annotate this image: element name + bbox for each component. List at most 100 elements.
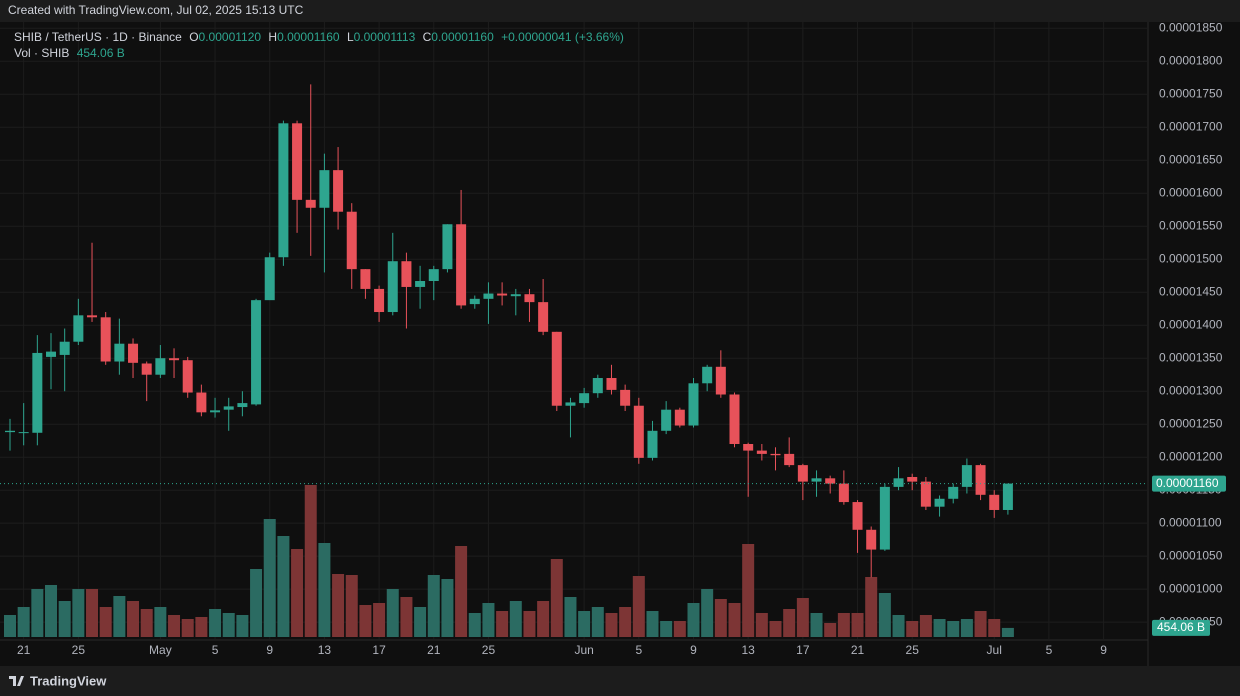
candle-body — [5, 430, 15, 433]
y-tick-label: 0.00001300 — [1159, 383, 1223, 397]
candle-body — [743, 443, 754, 451]
y-tick-label: 0.00001250 — [1159, 416, 1223, 430]
ohlc-key: H — [268, 30, 277, 44]
logo: TradingView — [9, 673, 107, 688]
candle-body — [647, 430, 658, 458]
y-tick-label: 0.00001800 — [1159, 53, 1223, 67]
candle-body — [948, 486, 959, 499]
volume-bar — [386, 589, 399, 637]
x-tick-label: 21 — [17, 643, 31, 657]
candle-body — [592, 378, 603, 394]
candle-body — [852, 502, 863, 530]
top-bar — [0, 0, 1240, 22]
candle-body — [784, 453, 795, 466]
volume-bar — [728, 603, 741, 637]
volume-bar — [509, 601, 522, 637]
candle-body — [920, 481, 931, 507]
volume-bar — [345, 575, 358, 637]
candle-body — [374, 288, 385, 313]
volume-bar — [468, 613, 481, 637]
volume-bar — [960, 619, 973, 637]
candle-body — [278, 123, 289, 258]
y-tick-label: 0.00001600 — [1159, 185, 1223, 199]
volume-bar — [810, 613, 823, 637]
volume-bar — [496, 611, 509, 637]
volume-bar — [523, 611, 536, 637]
candle-body — [893, 478, 904, 487]
volume-bar — [755, 613, 768, 637]
x-tick-label: 5 — [635, 643, 642, 657]
ohlc-key: C — [423, 30, 432, 44]
candle-body — [989, 494, 1000, 510]
volume-bar — [195, 617, 208, 637]
ohlc-value: 0.00001160 — [431, 30, 494, 44]
x-tick-label: 5 — [212, 643, 219, 657]
volume-bar — [783, 609, 796, 637]
candle-body — [114, 343, 125, 362]
x-tick-label: 25 — [72, 643, 86, 657]
y-tick-label: 0.00001550 — [1159, 218, 1223, 232]
y-tick-label: 0.00001100 — [1159, 515, 1222, 529]
candle-body — [292, 123, 303, 200]
volume-bar — [646, 611, 659, 637]
volume-bar — [714, 599, 727, 637]
candle-body — [415, 281, 426, 287]
created-note: Created with TradingView.com, Jul 02, 20… — [8, 3, 304, 17]
volume-bar — [318, 543, 331, 637]
candle-body — [210, 410, 221, 413]
x-tick-label: 9 — [1100, 643, 1107, 657]
candle-body — [169, 358, 180, 361]
volume-bar — [400, 597, 413, 637]
candle-body — [811, 478, 822, 482]
candle-body — [620, 389, 631, 406]
candle-body — [264, 257, 275, 301]
volume-bar — [851, 613, 864, 637]
ohlc-value: 0.00001160 — [277, 30, 340, 44]
volume-bar — [414, 607, 427, 637]
candle-body — [346, 211, 357, 270]
volume-bar — [673, 621, 686, 637]
volume-bar — [974, 611, 987, 637]
volume-bar — [209, 609, 222, 637]
candle-body — [387, 261, 398, 313]
candle-body — [606, 378, 617, 390]
candle-body — [1002, 483, 1013, 510]
volume-bar — [222, 613, 235, 637]
candle-body — [715, 366, 726, 395]
volume-bar — [427, 575, 440, 637]
volume-bar — [441, 579, 454, 637]
candle-body — [251, 300, 262, 405]
candle-body — [333, 170, 344, 212]
volume-bar — [17, 607, 30, 637]
volume-bar — [304, 485, 317, 637]
volume-bar — [263, 519, 276, 637]
volume-bar — [45, 585, 58, 637]
ohlc-key: L — [347, 30, 354, 44]
volume-bar — [578, 611, 591, 637]
volume-pane — [4, 485, 1014, 637]
volume-tag — [1152, 619, 1210, 636]
x-tick-label: 5 — [1046, 643, 1053, 657]
volume-bar — [58, 601, 71, 637]
candle-body — [702, 366, 713, 384]
x-tick-label: 9 — [266, 643, 273, 657]
candle-body — [838, 483, 849, 503]
candle-body — [32, 352, 43, 433]
ohlc-key: O — [189, 30, 198, 44]
x-tick-label: May — [149, 643, 172, 657]
y-tick-label: 0.00001850 — [1159, 20, 1223, 34]
candle-body — [483, 293, 494, 299]
volume-bar — [933, 619, 946, 637]
symbol: SHIB / TetherUS · 1D · Binance — [14, 30, 182, 44]
candle-body — [456, 224, 467, 306]
volume-bar — [701, 589, 714, 637]
x-tick-label: Jul — [987, 643, 1002, 657]
volume-bar — [988, 619, 1001, 637]
volume-bar — [796, 598, 809, 637]
volume-bar — [687, 603, 700, 637]
candle-body — [100, 317, 111, 362]
candle-body — [907, 476, 918, 482]
volume-bar — [291, 549, 304, 637]
